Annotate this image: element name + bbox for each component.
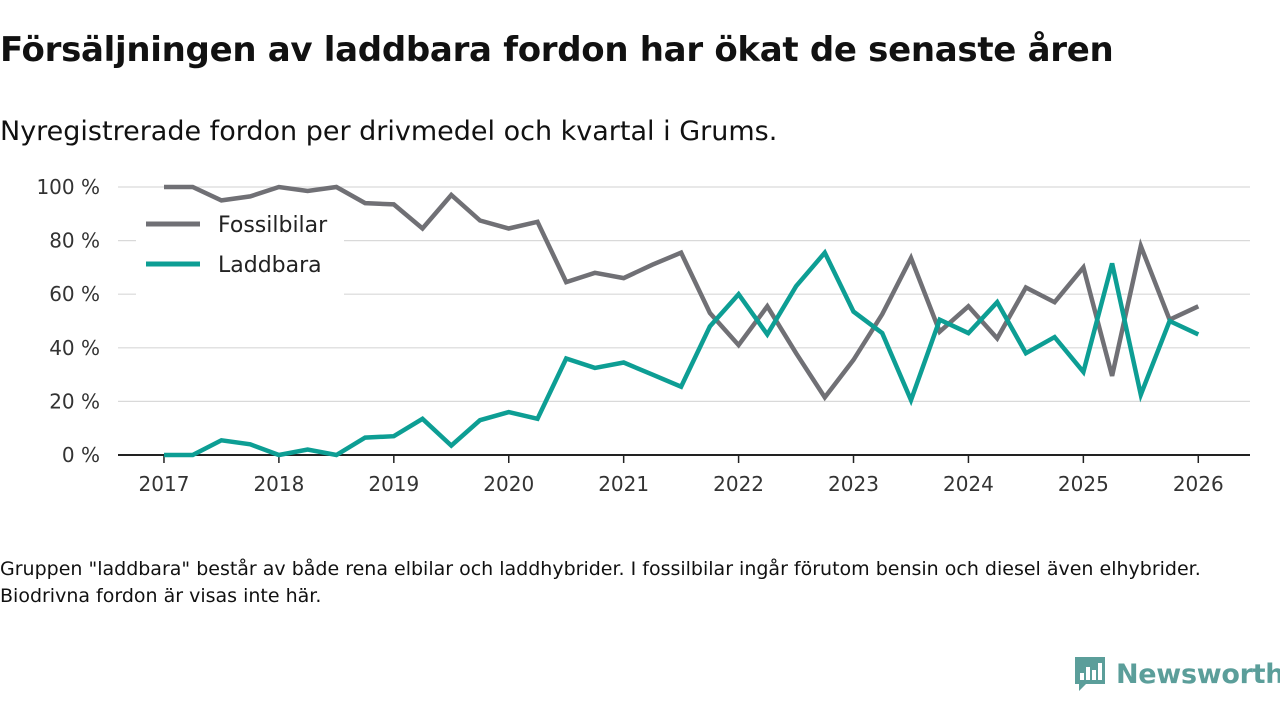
chart-subtitle: Nyregistrerade fordon per drivmedel och …: [0, 116, 778, 147]
brand-logo: Newsworthy: [1072, 654, 1280, 694]
x-axis: 2017 2018 2019 2020 2021 2022 2023 2024 2025 2026: [118, 454, 1250, 496]
x-tick-label: 2020: [483, 472, 534, 496]
legend-label-fossilbilar: Fossilbilar: [218, 213, 328, 238]
y-tick-label: 20 %: [49, 389, 100, 413]
x-tick-label: 2018: [253, 472, 304, 496]
newsworthy-logo-icon: [1075, 657, 1105, 691]
y-tick-label: 60 %: [49, 282, 100, 306]
brand-name: Newsworthy: [1116, 658, 1280, 690]
line-chart: 0 % 20 % 40 % 60 % 80 % 100 % 2017 2018 2019 202…: [36, 175, 1250, 496]
x-tick-label: 2023: [828, 472, 879, 496]
x-tick-label: 2019: [368, 472, 419, 496]
series-line-laddbara: [164, 248, 1200, 458]
x-tick-label: 2024: [943, 472, 994, 496]
footnote: Gruppen "laddbara" består av både rena e…: [0, 558, 1201, 607]
y-tick-label: 80 %: [49, 229, 100, 253]
legend: Fossilbilar Laddbara: [136, 205, 344, 295]
x-tick-label: 2026: [1173, 472, 1224, 496]
series-lines: [164, 184, 1200, 458]
y-tick-label: 0 %: [62, 443, 100, 467]
series-line-fossilbilar: [164, 184, 1200, 402]
y-tick-label: 100 %: [36, 175, 100, 199]
x-tick-label: 2025: [1058, 472, 1109, 496]
y-tick-label: 40 %: [49, 336, 100, 360]
y-axis-ticks: 0 % 20 % 40 % 60 % 80 % 100 %: [36, 175, 100, 467]
x-tick-label: 2021: [598, 472, 649, 496]
chart-title: Försäljningen av laddbara fordon har öka…: [0, 30, 1114, 70]
x-tick-label: 2022: [713, 472, 764, 496]
legend-background: [136, 205, 344, 295]
x-tick-label: 2017: [139, 472, 190, 496]
legend-label-laddbara: Laddbara: [218, 253, 322, 278]
